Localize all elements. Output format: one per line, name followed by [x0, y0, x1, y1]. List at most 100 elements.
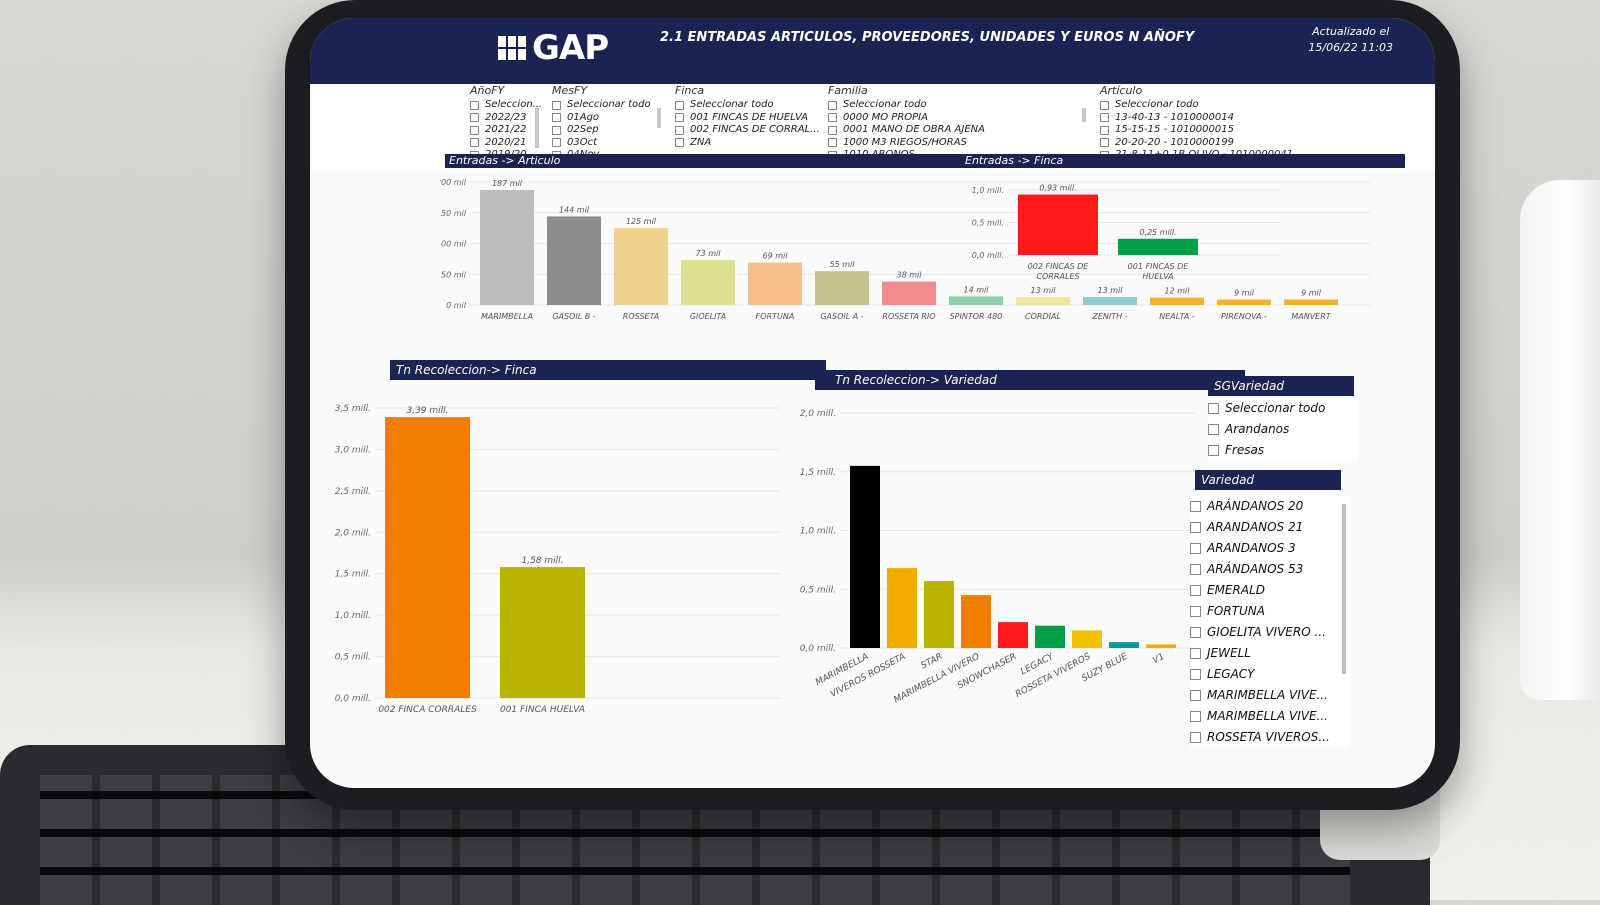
checkbox[interactable] [675, 138, 684, 148]
checkbox[interactable] [1190, 648, 1201, 659]
articulo-filter-option[interactable]: 15-15-15 - 1010000015 [1100, 124, 1400, 137]
variedad-option[interactable]: ARANDANOS 21 [1190, 517, 1350, 538]
checkbox[interactable] [552, 125, 561, 135]
checkbox[interactable] [470, 125, 479, 135]
slicer-variedad-title: Variedad [1195, 470, 1341, 490]
logo-text: GAP [532, 28, 609, 68]
variedad-option[interactable]: ROSSETA VIVEROS... [1190, 727, 1350, 748]
slicer-mesfy-scrollbar[interactable] [657, 108, 661, 128]
anofy-filter-option[interactable]: 2022/23 [470, 112, 560, 125]
checkbox[interactable] [828, 113, 837, 123]
checkbox[interactable] [552, 138, 561, 148]
y-tick-label: 1,5 mill. [335, 570, 371, 580]
option-label: 2022/23 [485, 111, 527, 123]
variedad-option[interactable]: MARIMBELLA VIVE... [1190, 685, 1350, 706]
variedad-option[interactable]: JEWELL [1190, 643, 1350, 664]
option-label: Fresas [1225, 443, 1265, 457]
checkbox[interactable] [1190, 522, 1201, 533]
checkbox[interactable] [1190, 606, 1201, 617]
checkbox[interactable] [1100, 100, 1109, 110]
articulo-filter-option[interactable]: Seleccionar todo [1100, 99, 1400, 112]
bar [815, 271, 869, 305]
sgvariedad-option[interactable]: Arandanos [1208, 419, 1358, 440]
checkbox[interactable] [1208, 424, 1219, 435]
familia-filter-option[interactable]: Seleccionar todo [828, 99, 1018, 112]
slicer-variedad-scrollbar[interactable] [1342, 504, 1346, 674]
variedad-option[interactable]: ARÁNDANOS 20 [1190, 496, 1350, 517]
data-label: 69 mil [763, 252, 789, 261]
finca-filter-option[interactable]: Seleccionar todo [675, 99, 825, 112]
checkbox[interactable] [1190, 690, 1201, 701]
bar [1150, 297, 1204, 305]
anofy-filter-option[interactable]: 2020/21 [470, 137, 560, 150]
chart-entradas-finca: 0,0 mill. 0,5 mill. 1,0 mill. 0,93 mill. 002… [972, 184, 1280, 281]
bar [1146, 644, 1176, 648]
report-title: 2.1 ENTRADAS ARTICULOS, PROVEEDORES, UNI… [660, 30, 1195, 45]
articulo-filter-option[interactable]: 20-20-20 - 1010000199 [1100, 137, 1400, 150]
option-label: MARIMBELLA VIVE... [1207, 688, 1328, 702]
option-label: 20-20-20 - 1010000199 [1115, 136, 1234, 148]
checkbox[interactable] [552, 100, 561, 110]
checkbox[interactable] [828, 125, 837, 135]
slicer-anofy-scrollbar[interactable] [535, 108, 539, 148]
checkbox[interactable] [675, 125, 684, 135]
checkbox[interactable] [828, 138, 837, 148]
checkbox[interactable] [1208, 403, 1219, 414]
checkbox[interactable] [1190, 543, 1201, 554]
variedad-option[interactable]: LEGACY [1190, 664, 1350, 685]
checkbox[interactable] [552, 113, 561, 123]
mesfy-filter-option[interactable]: Seleccionar todo [552, 99, 672, 112]
variedad-option[interactable]: MARIMBELLA VIVE... [1190, 706, 1350, 727]
finca-filter-option[interactable]: 002 FINCAS DE CORRAL... [675, 124, 825, 137]
sgvariedad-option[interactable]: Fresas [1208, 440, 1358, 461]
slicer-articulo-scrollbar[interactable] [1082, 108, 1086, 122]
data-label: 3,39 mill. [406, 406, 448, 416]
checkbox[interactable] [1190, 732, 1201, 743]
mesfy-filter-option[interactable]: 02Sep [552, 124, 672, 137]
sgvariedad-option[interactable]: Seleccionar todo [1208, 398, 1358, 419]
variedad-option[interactable]: FORTUNA [1190, 601, 1350, 622]
mesfy-filter-option[interactable]: 03Oct [552, 137, 672, 150]
variedad-option[interactable]: EMERALD [1190, 580, 1350, 601]
articulo-filter-option[interactable]: 13-40-13 - 1010000014 [1100, 112, 1400, 125]
anofy-filter-option[interactable]: 2021/22 [470, 124, 560, 137]
bar [500, 567, 585, 698]
mesfy-filter-option[interactable]: 01Ago [552, 112, 672, 125]
anofy-filter-option[interactable]: Seleccion... [470, 99, 560, 112]
mesfy-filter-title: MesFY [552, 84, 588, 97]
familia-filter-option[interactable]: 0000 MO PROPIA [828, 112, 1018, 125]
checkbox[interactable] [1100, 125, 1109, 135]
checkbox[interactable] [1190, 627, 1201, 638]
option-label: 2021/22 [485, 124, 527, 135]
checkbox[interactable] [675, 113, 684, 123]
option-label: Seleccion... [485, 99, 543, 110]
checkbox[interactable] [1190, 501, 1201, 512]
checkbox[interactable] [470, 138, 479, 148]
checkbox[interactable] [1190, 585, 1201, 596]
x-tick-label: GASOIL B - [552, 312, 595, 321]
finca-filter-option[interactable]: ZNA [675, 137, 825, 150]
familia-filter-option[interactable]: 1000 M3 RIEGOS/HORAS [828, 137, 1018, 150]
checkbox[interactable] [1100, 113, 1109, 123]
familia-filter-option[interactable]: 0001 MANO DE OBRA AJENA [828, 124, 1018, 137]
variedad-option[interactable]: ARÁNDANOS 53 [1190, 559, 1350, 580]
checkbox[interactable] [675, 100, 684, 110]
bar [1016, 297, 1070, 305]
checkbox[interactable] [470, 100, 479, 110]
background-vase [1520, 180, 1600, 700]
checkbox[interactable] [1190, 669, 1201, 680]
y-tick-label: 150 mil [440, 209, 467, 218]
familia-filter-title: Familia [828, 84, 868, 97]
checkbox[interactable] [1100, 138, 1109, 148]
checkbox[interactable] [828, 100, 837, 110]
data-label: 38 mil [897, 271, 923, 280]
bar [614, 228, 668, 305]
checkbox[interactable] [1190, 711, 1201, 722]
variedad-option[interactable]: GIOELITA VIVERO ... [1190, 622, 1350, 643]
checkbox[interactable] [1208, 445, 1219, 456]
variedad-option[interactable]: ARANDANOS 3 [1190, 538, 1350, 559]
data-label: 187 mil [492, 179, 523, 188]
checkbox[interactable] [470, 113, 479, 123]
checkbox[interactable] [1190, 564, 1201, 575]
finca-filter-option[interactable]: 001 FINCAS DE HUELVA [675, 112, 825, 125]
